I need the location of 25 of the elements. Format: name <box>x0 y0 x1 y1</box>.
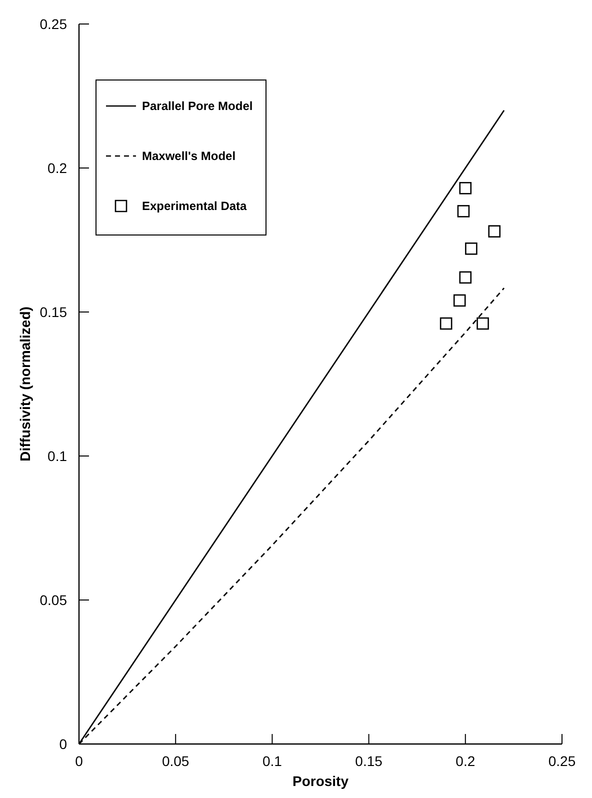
x-tick-label: 0.05 <box>162 753 190 769</box>
point <box>459 182 472 194</box>
y-tick-label: 0.2 <box>48 160 68 176</box>
x-tick-label: 0.15 <box>355 753 383 769</box>
y-tick-label: 0 <box>59 736 68 752</box>
point <box>465 242 478 255</box>
x-axis-title: Porosity <box>292 773 349 789</box>
point <box>488 225 501 238</box>
y-tick-label: 0.15 <box>40 304 68 320</box>
legend-label: Parallel Pore Model <box>142 99 253 113</box>
point <box>453 294 466 307</box>
x-tick-label: 0.25 <box>548 753 576 769</box>
point <box>476 317 489 330</box>
y-tick-label: 0.1 <box>48 448 68 464</box>
point <box>459 271 472 284</box>
point <box>457 205 470 218</box>
legend-label: Maxwell's Model <box>142 149 236 163</box>
x-tick-label: 0.2 <box>456 753 476 769</box>
y-tick-label: 0.05 <box>40 592 68 608</box>
x-tick-label: 0.1 <box>262 753 282 769</box>
y-tick-label: 0.25 <box>40 16 68 32</box>
point <box>440 317 452 330</box>
legend-label: Experimental Data <box>142 199 248 213</box>
x-tick-label: 0 <box>75 753 84 769</box>
y-axis-title: Diffusivity (normalized) <box>17 306 33 462</box>
